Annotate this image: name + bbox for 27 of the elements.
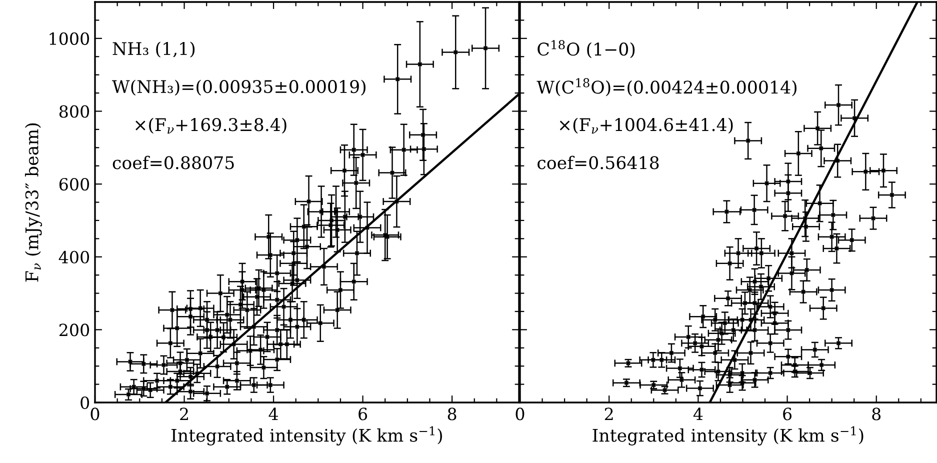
- annotation: ×(F$_{ν}$+1004.6±41.4): [560, 118, 733, 134]
- annotation: coef=0.56418: [538, 156, 659, 170]
- x-tick-label: 8: [448, 408, 456, 420]
- annotation: W(NH₃)=(0.00935±0.00019): [112, 80, 366, 96]
- x-tick-label: 0: [516, 408, 524, 420]
- x-tick-label: 6: [783, 408, 792, 420]
- y-tick-label: 600: [59, 178, 90, 191]
- annotation: W(C$^{18}$O)=(0.00424±0.00014): [536, 78, 796, 96]
- x-axis-title: Integrated intensity (K km s$^{−1}$): [592, 426, 864, 446]
- x-tick-label: 8: [872, 408, 881, 420]
- x-tick-label: 4: [268, 408, 278, 420]
- annotation: coef=0.88075: [112, 156, 234, 170]
- x-tick-label: 6: [358, 408, 368, 420]
- annotation: ×(F$_{ν}$+169.3±8.4): [136, 118, 286, 134]
- y-tick-label: 1000: [50, 32, 90, 45]
- y-tick-label: 400: [58, 250, 90, 264]
- y-tick-label: 0: [80, 396, 90, 410]
- y-axis-title: F$_{ν}$ (mJy/33″ beam): [24, 123, 42, 282]
- x-tick-label: 0: [90, 408, 100, 420]
- y-tick-label: 200: [59, 324, 90, 336]
- x-tick-label: 2: [604, 408, 613, 420]
- annotation: NH₃ (1,1): [112, 42, 195, 58]
- annotation: C$^{18}$O (1−0): [538, 40, 635, 58]
- x-axis-title: Integrated intensity (K km s$^{−1}$): [172, 426, 442, 446]
- x-tick-label: 2: [180, 408, 188, 420]
- x-tick-label: 4: [693, 408, 703, 420]
- y-tick-label: 800: [59, 105, 90, 118]
